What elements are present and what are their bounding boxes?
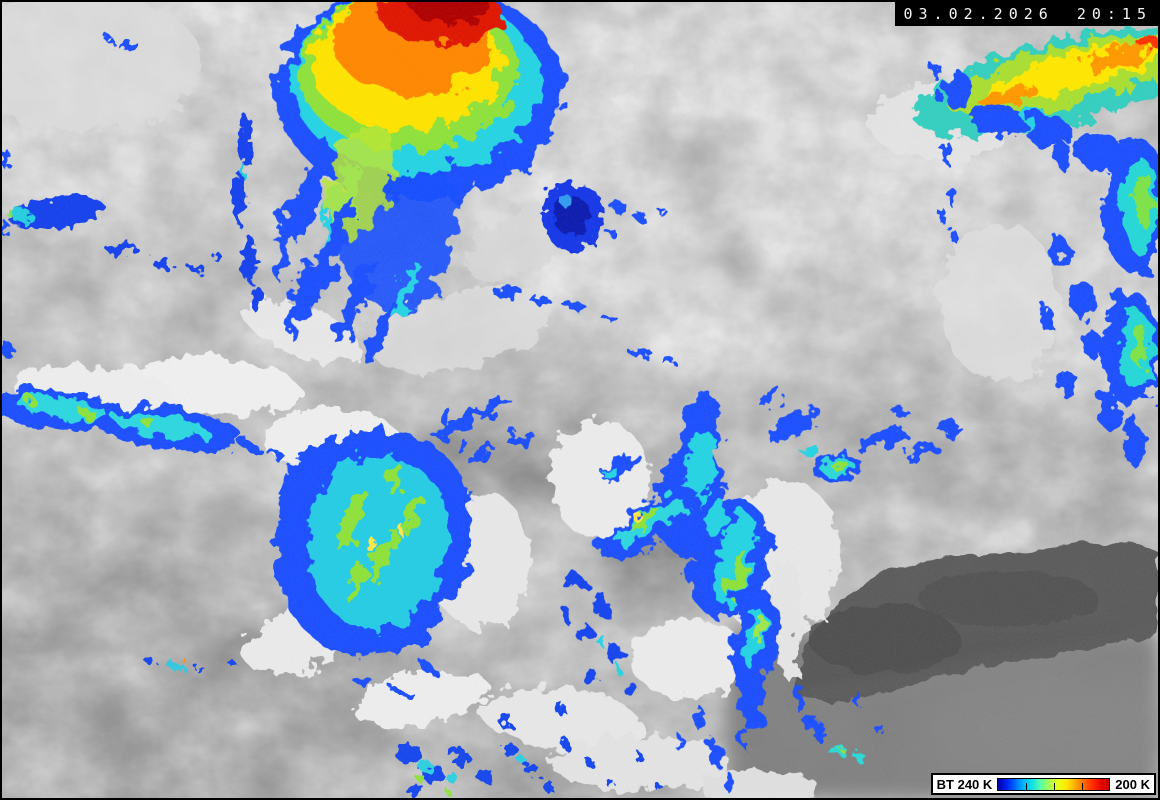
timestamp-overlay: 03.02.2026 20:15 (894, 2, 1158, 26)
colorbar-tick (1053, 782, 1055, 790)
colorbar-legend: BT 240 K 200 K (930, 773, 1156, 795)
colorbar-tick (1026, 782, 1028, 790)
legend-max-label: 200 K (1115, 776, 1150, 792)
colorbar-gradient (997, 777, 1111, 791)
colorbar-tick (1081, 782, 1083, 790)
timestamp-text: 03.02.2026 20:15 (903, 5, 1152, 23)
legend-min-label: BT 240 K (936, 776, 993, 792)
